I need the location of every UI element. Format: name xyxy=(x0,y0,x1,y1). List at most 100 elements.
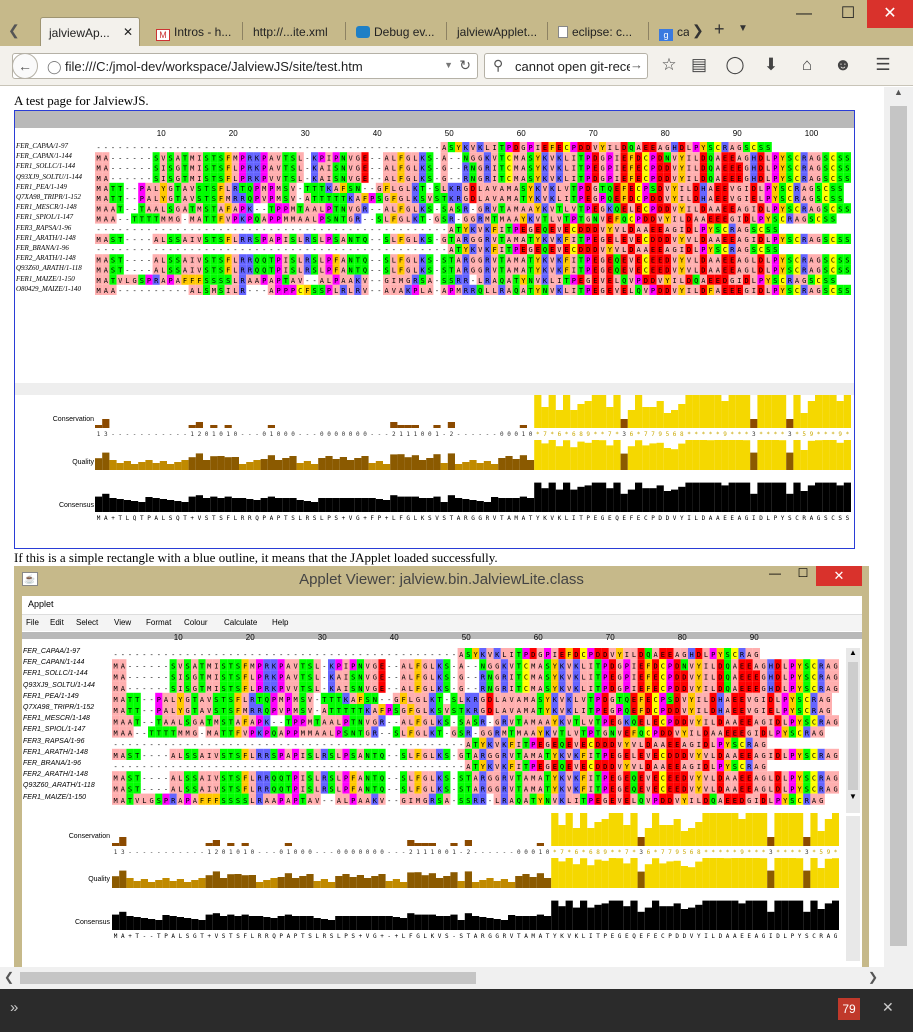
sequence-name[interactable]: FER1_SOLLC/1-144 xyxy=(23,670,88,678)
residue-cell xyxy=(332,203,340,214)
sequence-name[interactable]: FER2_ARATH/1-148 xyxy=(23,771,88,779)
search-input[interactable]: ⚲ cannot open git-recei → xyxy=(484,53,648,79)
home-icon[interactable]: ⌂ xyxy=(801,55,813,74)
tab-site-xml[interactable]: http://...ite.xml xyxy=(245,17,343,46)
residue-cell xyxy=(311,254,319,265)
tab-scroll-right-icon[interactable]: ❯ xyxy=(692,22,704,38)
residue-cell xyxy=(565,659,573,671)
sequence-name[interactable]: FER1_MAIZE/1-150 xyxy=(23,793,87,801)
url-dropdown-icon[interactable]: ▼ xyxy=(444,60,453,70)
url-bar[interactable]: ◯ file:///C:/jmol-dev/workspace/JalviewJ… xyxy=(12,53,478,79)
quality-bar xyxy=(548,440,556,470)
sequence-name[interactable]: FER_BRANA/1-96 xyxy=(16,244,69,252)
reload-icon[interactable]: ↻ xyxy=(459,57,471,73)
tab-google[interactable]: g ca xyxy=(651,17,689,46)
tab-gmail[interactable]: M Intros - h... xyxy=(148,17,240,46)
alignment-panel[interactable]: ----------------------------------------… xyxy=(95,142,854,312)
jalview-applet-panel[interactable]: 10 20 30 40 50 60 70 80 90 100 FER_CAPAA/1-97 FER_… xyxy=(14,110,855,549)
residue-cell xyxy=(311,152,319,163)
sequence-name[interactable]: FER3_RAPSA/1-96 xyxy=(16,223,72,232)
residue-letter: C xyxy=(661,685,665,693)
menu-select[interactable]: Select xyxy=(76,618,99,627)
sequence-name[interactable]: FER1_PEA/1-149 xyxy=(16,182,67,191)
sequence-name[interactable]: FER1_MAIZE/1-150 xyxy=(16,274,75,283)
sequence-name[interactable]: FER3_RAPSA/1-96 xyxy=(23,737,85,745)
tab-jalviewapplet-2[interactable]: jalviewApplet... xyxy=(449,17,545,46)
sequence-name[interactable]: FER1_MESCR/1-148 xyxy=(23,715,90,723)
residue-letter: M xyxy=(190,165,194,173)
menu-help[interactable]: Help xyxy=(272,618,289,627)
tab-jalviewapplet[interactable]: jalviewAp... ✕ xyxy=(40,17,140,46)
menu-colour[interactable]: Colour xyxy=(184,618,208,627)
residue-cell xyxy=(414,726,422,738)
close-tab-icon[interactable]: ✕ xyxy=(122,25,133,39)
tab-list-icon[interactable]: ▼ xyxy=(738,23,748,34)
residue-letter: P xyxy=(257,685,261,693)
chat-icon[interactable]: ☻ xyxy=(834,55,852,74)
download-icon[interactable]: ⬇ xyxy=(763,55,779,74)
sequence-name[interactable]: FER_CAPAN/1-144 xyxy=(16,152,72,161)
sequence-name[interactable]: Q7XA98_TRIPR/1-152 xyxy=(23,704,95,711)
bookmark-star-icon[interactable]: ☆ xyxy=(661,55,677,74)
residue-cell xyxy=(349,692,357,704)
sequence-name[interactable]: Q93Z60_ARATH/1-118 xyxy=(23,782,95,790)
residue-letter: P xyxy=(661,696,665,704)
tab-eclipse[interactable]: eclipse: c... xyxy=(550,17,646,46)
sequence-name[interactable]: FER1_SOLLC/1-144 xyxy=(16,162,76,171)
sequence-name[interactable]: O80429_MAIZE/1-140 xyxy=(16,284,81,293)
residue-cell xyxy=(246,274,254,285)
sequence-name[interactable]: Q93Z60_ARATH/1-118 xyxy=(16,264,82,273)
tab-debug[interactable]: Debug ev... xyxy=(348,17,444,46)
maximize-icon[interactable]: ☐ xyxy=(840,5,856,22)
sequence-name[interactable]: Q7XA98_TRIPR/1-152 xyxy=(16,193,81,201)
sequence-name[interactable]: FER1_PEA/1-149 xyxy=(23,692,79,700)
minimize-icon[interactable]: — xyxy=(796,5,812,22)
close-window-icon[interactable]: ✕ xyxy=(867,0,913,28)
residue-letter: S xyxy=(435,185,439,193)
residue-cell xyxy=(205,681,213,693)
menu-edit[interactable]: Edit xyxy=(50,618,64,627)
sequence-name[interactable]: FER1_SPIOL/1-147 xyxy=(23,726,86,734)
sequence-name[interactable]: Q93XJ9_SOLTU/1-144 xyxy=(16,172,82,181)
residue-cell xyxy=(716,648,724,660)
residue-cell xyxy=(512,264,520,275)
alignment-panel[interactable]: ----------------------------------------… xyxy=(112,648,839,808)
sequence-name[interactable]: FER1_ARATH/1-148 xyxy=(23,748,88,756)
menu-icon[interactable]: ☰ xyxy=(875,55,891,74)
residue-cell xyxy=(534,152,542,163)
sequence-name[interactable]: FER1_ARATH/1-148 xyxy=(16,233,76,242)
pocket-icon[interactable]: ◯ xyxy=(725,55,745,74)
sequence-name[interactable]: FER1_SPIOL/1-147 xyxy=(16,213,74,222)
applet-menu[interactable]: Applet xyxy=(28,599,54,609)
sequence-name[interactable]: FER1_MESCR/1-148 xyxy=(16,203,77,212)
menu-calculate[interactable]: Calculate xyxy=(224,618,258,627)
search-go-icon[interactable]: → xyxy=(630,57,643,72)
applet-maximize-icon[interactable]: ☐ xyxy=(797,566,809,580)
residue-letter: E xyxy=(636,267,640,275)
residue-letter: D xyxy=(687,246,691,254)
back-tab-arrow-icon[interactable]: ❮ xyxy=(8,22,20,38)
residue-cell xyxy=(347,152,355,163)
residue-letter: T xyxy=(538,707,543,715)
sequence-name[interactable]: FER_CAPAN/1-144 xyxy=(23,659,85,667)
reading-list-icon[interactable]: ▤ xyxy=(690,55,708,74)
residue-letter: V xyxy=(207,707,212,715)
applet-close-icon[interactable]: ✕ xyxy=(816,566,862,586)
sequence-name[interactable]: Q93XJ9_SOLTU/1-144 xyxy=(23,681,95,689)
sequence-name[interactable]: FER_BRANA/1-96 xyxy=(23,760,81,767)
residue-cell xyxy=(426,203,434,214)
menu-file[interactable]: File xyxy=(26,618,39,627)
residue-cell xyxy=(572,692,580,704)
applet-minimize-icon[interactable]: — xyxy=(769,566,781,580)
sequence-name[interactable]: FER2_ARATH/1-148 xyxy=(16,254,76,263)
menu-view[interactable]: View xyxy=(114,618,132,627)
residue-cell xyxy=(707,264,715,275)
menu-format[interactable]: Format xyxy=(146,618,172,627)
back-button[interactable]: ← xyxy=(12,53,38,79)
residue-letter: P xyxy=(773,256,777,264)
sequence-name[interactable]: FER_CAPAA/1-97 xyxy=(23,648,81,655)
new-tab-icon[interactable]: + xyxy=(714,19,725,39)
residue-cell xyxy=(217,203,225,214)
residue-letter: S xyxy=(437,707,441,715)
sequence-name[interactable]: FER_CAPAA/1-97 xyxy=(16,142,68,150)
